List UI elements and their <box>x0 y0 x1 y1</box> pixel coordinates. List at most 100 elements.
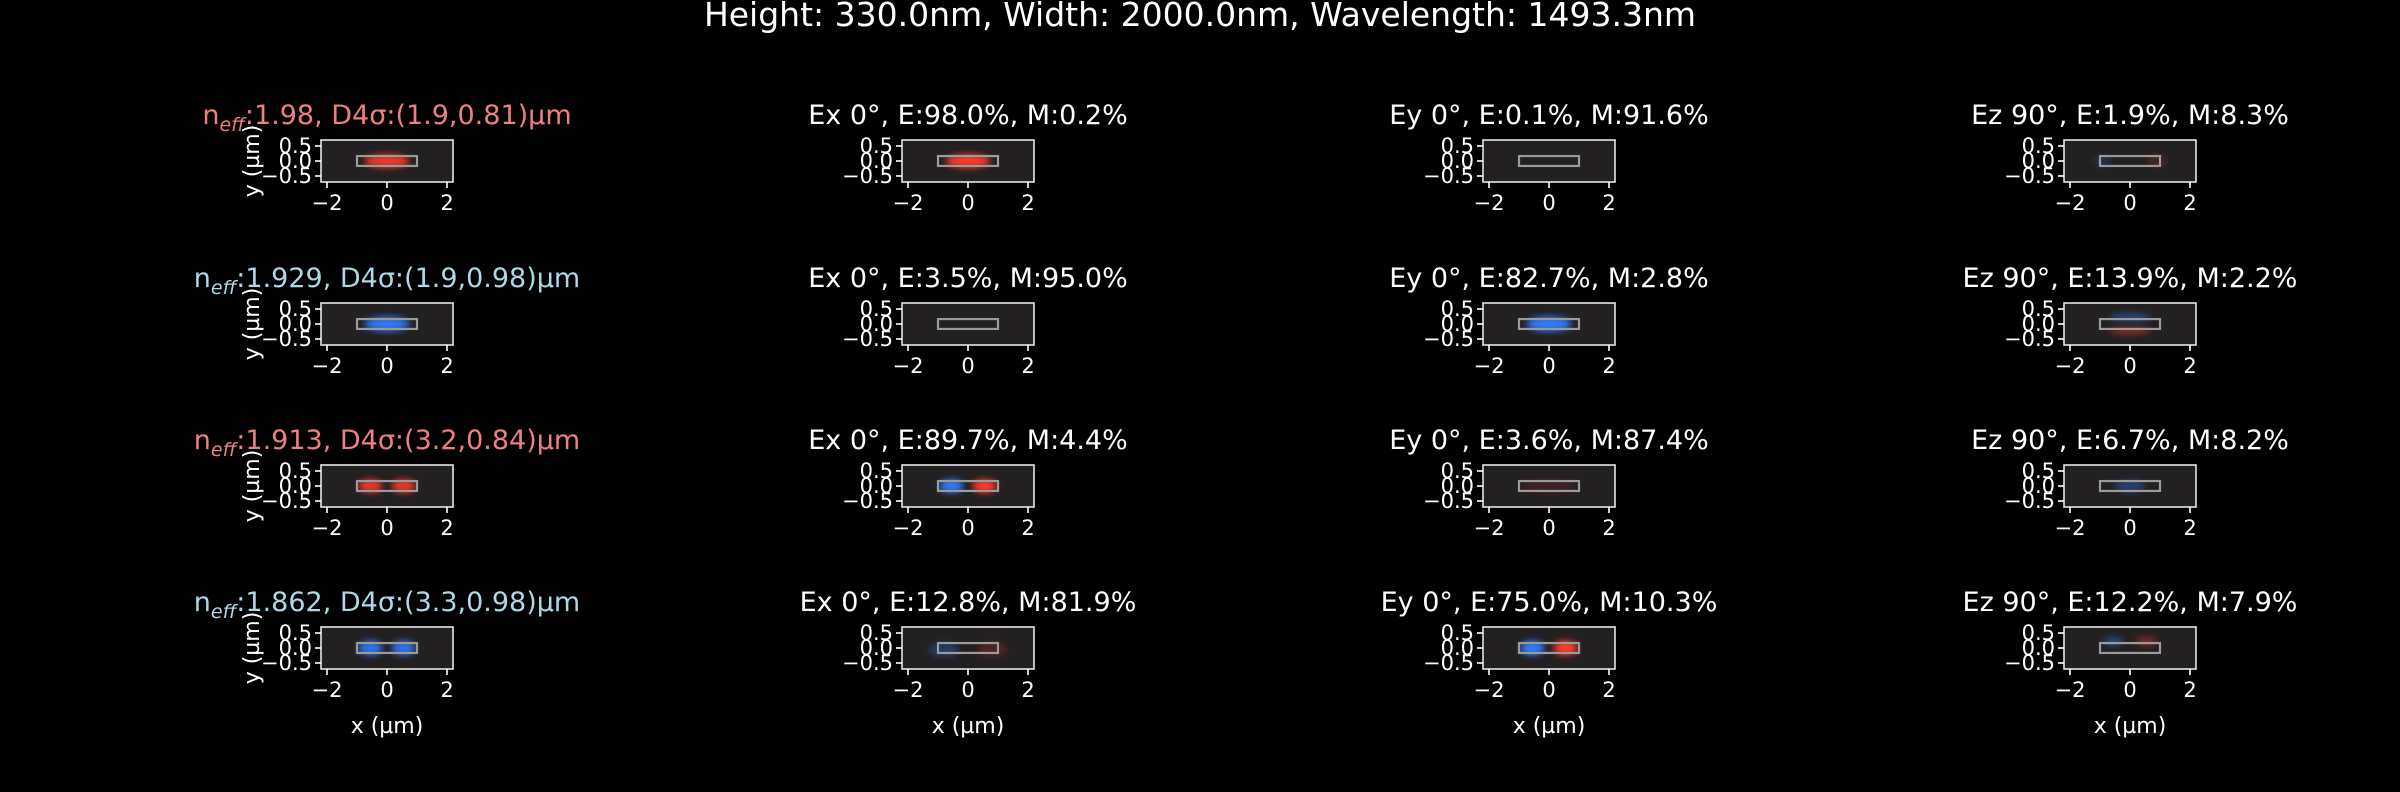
component-title: Ex 0°, E:98.0%, M:0.2% <box>808 100 1128 131</box>
y-tick-label: 0.0 <box>2022 312 2055 336</box>
y-tick-label: 0.0 <box>2022 474 2055 498</box>
field-lobe-1 <box>929 642 959 657</box>
y-tick-label: −0.5 <box>261 164 312 188</box>
x-tick-label: 2 <box>1602 354 1615 378</box>
x-tick-label: 2 <box>1021 191 1034 215</box>
y-tick-label: −0.5 <box>2004 489 2055 513</box>
y-axis-label: y (µm) <box>240 288 265 361</box>
x-tick-label: 0 <box>380 678 393 702</box>
component-title: Ez 90°, E:6.7%, M:8.2% <box>1971 425 2289 456</box>
figure-title: Height: 330.0nm, Width: 2000.0nm, Wavele… <box>704 0 1696 34</box>
x-tick-label: 0 <box>961 354 974 378</box>
field-map <box>364 154 410 168</box>
component-title: Ex 0°, E:3.5%, M:95.0% <box>808 263 1128 294</box>
panel-r2-c3: −2 0 2 0.50.0−0.5 Ey 0°, E:82.7%, M:2.8% <box>1389 263 1709 378</box>
waveguide-core-outline <box>1517 154 1581 168</box>
field-map <box>1526 316 1572 332</box>
component-title: Ey 0°, E:82.7%, M:2.8% <box>1389 263 1709 294</box>
x-tick-label: −2 <box>1474 354 1505 378</box>
panel-background <box>1483 140 1615 182</box>
mode-label: neff:1.862, D4σ:(3.3,0.98)µm <box>194 587 580 623</box>
field-lobe-2 <box>391 479 416 493</box>
panel-r1-c4: −2 0 2 0.50.0−0.5 Ez 90°, E:1.9%, M:8.3% <box>1971 100 2289 215</box>
x-tick-label: 0 <box>961 191 974 215</box>
x-tick-label: 2 <box>440 516 453 540</box>
x-tick-label: 2 <box>440 191 453 215</box>
x-tick-label: −2 <box>893 516 924 540</box>
panel-background <box>902 465 1034 507</box>
panel-r2-c2: −2 0 2 0.50.0−0.5 Ex 0°, E:3.5%, M:95.0% <box>808 263 1128 378</box>
y-axis-label: y (µm) <box>240 612 265 685</box>
waveguide-core-outline <box>2098 479 2162 493</box>
y-tick-label: −0.5 <box>1423 651 1474 675</box>
x-tick-label: −2 <box>312 678 343 702</box>
waveguide-core-outline <box>355 317 419 331</box>
x-tick-label: 0 <box>961 516 974 540</box>
mode-label: neff:1.913, D4σ:(3.2,0.84)µm <box>194 425 580 461</box>
y-tick-label: 0.0 <box>279 636 312 660</box>
waveguide-core-outline <box>355 479 419 493</box>
y-tick-label: −0.5 <box>842 489 893 513</box>
field-lobe-1 <box>1520 640 1545 656</box>
panel-background <box>2064 303 2196 345</box>
x-tick-label: −2 <box>893 678 924 702</box>
panel-background <box>2064 627 2196 669</box>
x-tick-label: 0 <box>380 191 393 215</box>
x-tick-label: −2 <box>2055 191 2086 215</box>
panel-background <box>902 303 1034 345</box>
field-map <box>945 154 991 168</box>
panel-background <box>321 465 453 507</box>
field-lobe-2 <box>391 640 416 656</box>
x-axis-label: x (µm) <box>351 714 424 739</box>
x-tick-label: 2 <box>1021 516 1034 540</box>
field-lobe-1 <box>939 479 964 493</box>
field-map <box>2094 155 2166 167</box>
field-lobe-1 <box>364 154 410 168</box>
panel-background <box>321 627 453 669</box>
y-tick-label: 0.0 <box>1441 474 1474 498</box>
y-tick-label: 0.5 <box>1441 134 1474 158</box>
y-tick-label: 0.5 <box>279 459 312 483</box>
x-tick-label: 0 <box>380 354 393 378</box>
x-tick-label: −2 <box>312 354 343 378</box>
x-tick-label: 0 <box>2123 354 2136 378</box>
panel-r3-c3: −2 0 2 0.50.0−0.5 Ey 0°, E:3.6%, M:87.4% <box>1389 425 1709 540</box>
y-tick-label: −0.5 <box>2004 651 2055 675</box>
panel-background <box>902 627 1034 669</box>
field-lobe-1 <box>2115 480 2145 492</box>
x-tick-label: −2 <box>1474 516 1505 540</box>
y-tick-label: −0.5 <box>2004 327 2055 351</box>
x-tick-label: −2 <box>2055 354 2086 378</box>
waveguide-core-outline <box>936 317 1000 331</box>
y-tick-label: 0.5 <box>2022 459 2055 483</box>
y-axis-label: y (µm) <box>240 450 265 523</box>
y-tick-label: 0.5 <box>1441 621 1474 645</box>
y-tick-label: 0.0 <box>2022 636 2055 660</box>
component-title: Ez 90°, E:13.9%, M:2.2% <box>1963 263 2298 294</box>
y-tick-label: 0.0 <box>279 149 312 173</box>
y-tick-label: 0.0 <box>279 474 312 498</box>
panel-r1-c1: −2 0 2 0.50.0−0.5 neff:1.98, D4σ:(1.9,0.81)µ… <box>202 100 571 215</box>
y-tick-label: 0.5 <box>860 621 893 645</box>
panel-r3-c4: −2 0 2 0.50.0−0.5 Ez 90°, E:6.7%, M:8.2% <box>1971 425 2289 540</box>
x-tick-label: 0 <box>2123 191 2136 215</box>
y-tick-label: 0.5 <box>1441 297 1474 321</box>
y-tick-label: 0.5 <box>2022 134 2055 158</box>
y-tick-label: 0.5 <box>860 297 893 321</box>
field-lobe-2 <box>1553 640 1578 656</box>
x-tick-label: −2 <box>893 354 924 378</box>
x-tick-label: 2 <box>1021 354 1034 378</box>
panel-r4-c1: −2 0 2 0.50.0−0.5 neff:1.862, D4σ:(3.3,0.98)… <box>194 587 580 739</box>
field-lobe-1 <box>358 479 383 493</box>
y-tick-label: −0.5 <box>261 651 312 675</box>
y-tick-label: 0.0 <box>279 312 312 336</box>
panel-r4-c2: −2 0 2 0.50.0−0.5 Ex 0°, E:12.8%, M:81.9% x (… <box>800 587 1137 739</box>
mode-label: neff:1.98, D4σ:(1.9,0.81)µm <box>202 100 571 136</box>
panel-background <box>2064 140 2196 182</box>
y-tick-label: 0.0 <box>1441 149 1474 173</box>
field-lobe-2 <box>972 479 997 493</box>
component-title: Ex 0°, E:12.8%, M:81.9% <box>800 587 1137 618</box>
x-tick-label: 0 <box>2123 516 2136 540</box>
x-tick-label: 0 <box>380 516 393 540</box>
